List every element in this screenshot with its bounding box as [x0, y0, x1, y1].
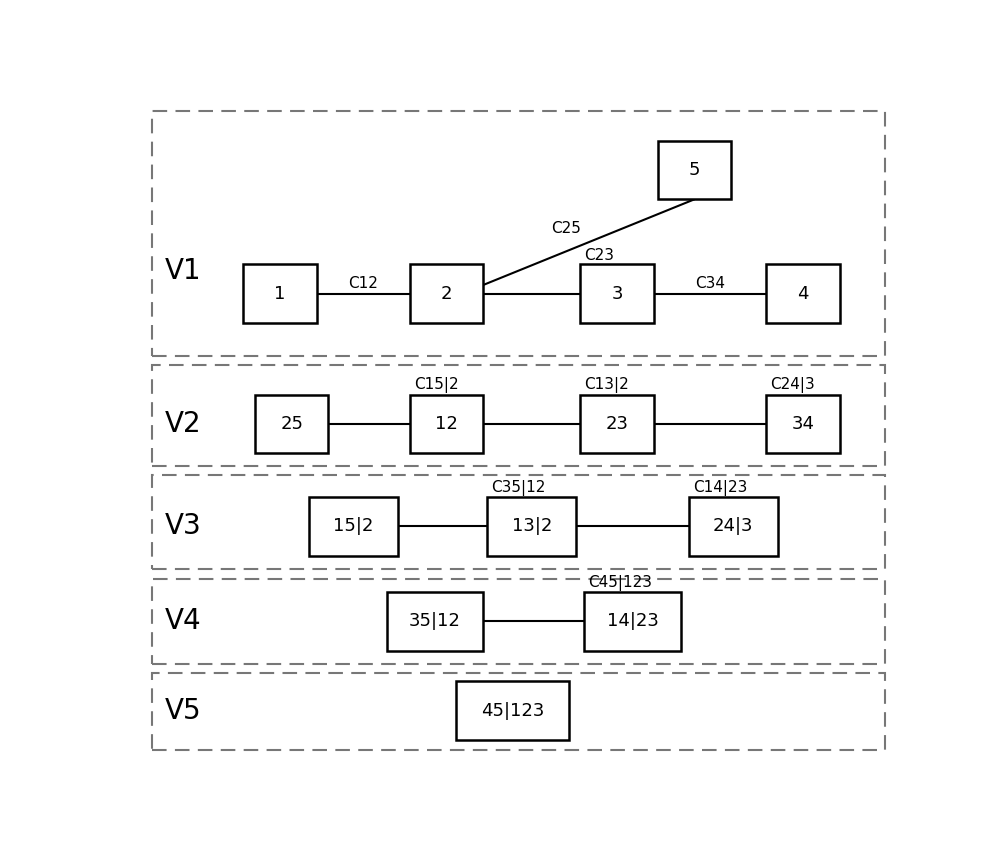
Text: V2: V2	[165, 410, 201, 438]
Text: C35|12: C35|12	[491, 480, 546, 496]
FancyBboxPatch shape	[410, 394, 483, 453]
Text: 25: 25	[280, 415, 303, 433]
FancyBboxPatch shape	[487, 497, 576, 556]
FancyBboxPatch shape	[689, 497, 778, 556]
Text: 34: 34	[792, 415, 815, 433]
FancyBboxPatch shape	[152, 365, 885, 466]
Text: 24|3: 24|3	[713, 517, 754, 536]
Text: 5: 5	[689, 161, 700, 179]
Text: C23: C23	[584, 248, 614, 263]
Text: V1: V1	[165, 257, 201, 285]
FancyBboxPatch shape	[410, 265, 483, 323]
FancyBboxPatch shape	[255, 394, 328, 453]
Text: 15|2: 15|2	[333, 517, 374, 536]
Text: C34: C34	[695, 277, 725, 291]
FancyBboxPatch shape	[309, 497, 398, 556]
Text: 45|123: 45|123	[481, 701, 544, 720]
Text: 23: 23	[606, 415, 629, 433]
FancyBboxPatch shape	[152, 579, 885, 664]
Text: 1: 1	[274, 285, 286, 303]
Text: 14|23: 14|23	[607, 613, 659, 630]
Text: 4: 4	[797, 285, 809, 303]
FancyBboxPatch shape	[580, 265, 654, 323]
Text: V3: V3	[165, 512, 202, 541]
FancyBboxPatch shape	[243, 265, 317, 323]
FancyBboxPatch shape	[152, 475, 885, 569]
Text: C24|3: C24|3	[770, 377, 815, 393]
Text: C45|123: C45|123	[588, 575, 652, 591]
Text: C15|2: C15|2	[414, 377, 458, 393]
Text: V4: V4	[165, 607, 201, 635]
FancyBboxPatch shape	[152, 112, 885, 355]
Text: 35|12: 35|12	[409, 613, 461, 630]
FancyBboxPatch shape	[766, 394, 840, 453]
FancyBboxPatch shape	[456, 681, 569, 740]
FancyBboxPatch shape	[387, 592, 483, 651]
Text: C12: C12	[348, 277, 378, 291]
Text: 2: 2	[441, 285, 452, 303]
Text: 13|2: 13|2	[512, 517, 552, 536]
Text: C14|23: C14|23	[693, 480, 747, 496]
Text: 3: 3	[611, 285, 623, 303]
FancyBboxPatch shape	[152, 673, 885, 750]
FancyBboxPatch shape	[766, 265, 840, 323]
FancyBboxPatch shape	[658, 140, 731, 200]
FancyBboxPatch shape	[584, 592, 681, 651]
Text: C25: C25	[551, 221, 581, 235]
Text: C13|2: C13|2	[584, 377, 629, 393]
Text: 12: 12	[435, 415, 458, 433]
Text: V5: V5	[165, 696, 201, 724]
FancyBboxPatch shape	[580, 394, 654, 453]
